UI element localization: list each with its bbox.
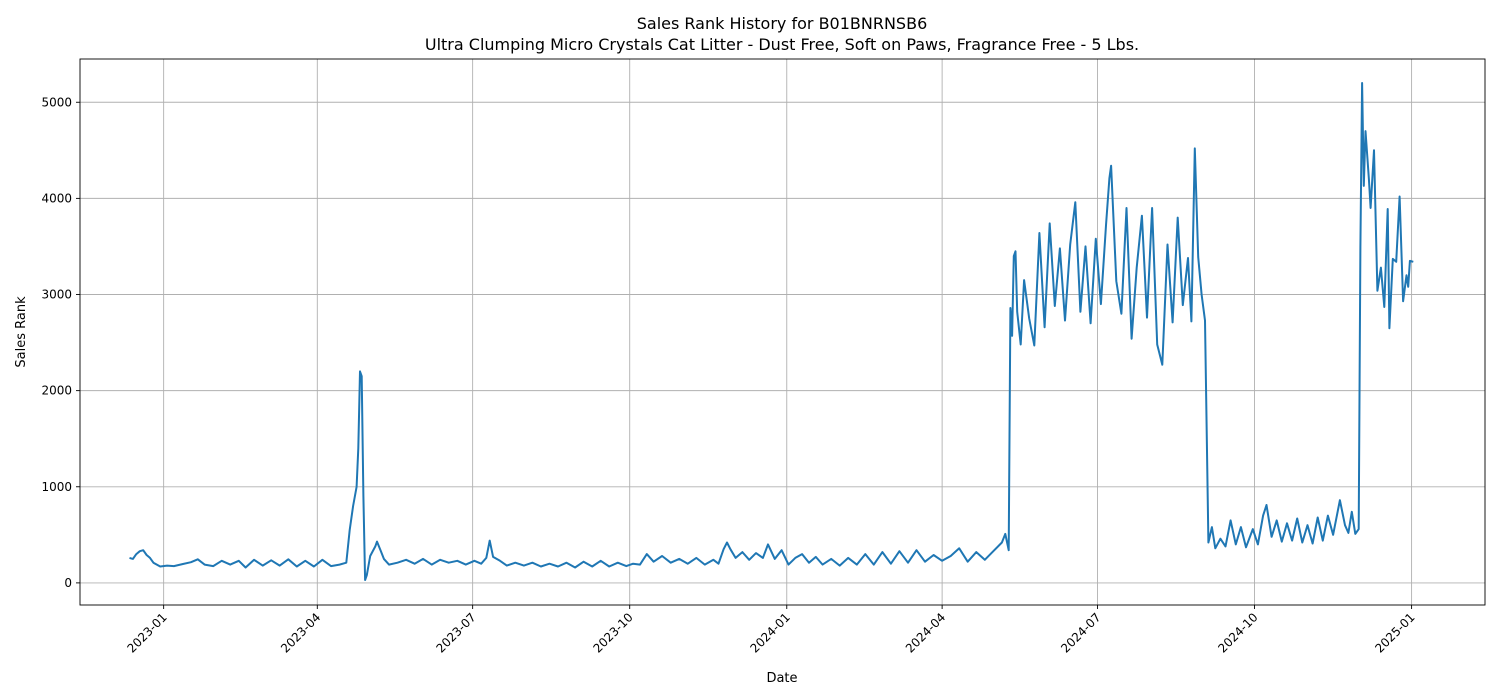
- x-tick-label: 2023-04: [278, 610, 323, 655]
- x-tick-label: 2023-01: [124, 610, 169, 655]
- plot-series: [129, 82, 1414, 581]
- x-axis-label: Date: [766, 671, 797, 686]
- y-tick-label: 4000: [41, 191, 72, 205]
- x-tick-label: 2023-10: [590, 610, 635, 655]
- axis-ticks: 2023-01 2023-04 2023-07 2023-10 2024-01 2024-…: [41, 95, 1417, 655]
- y-axis-label: Sales Rank: [14, 296, 29, 368]
- chart-subtitle: Ultra Clumping Micro Crystals Cat Litter…: [425, 35, 1139, 54]
- y-tick-label: 0: [64, 576, 72, 590]
- y-tick-label: 1000: [41, 480, 72, 494]
- chart-title: Sales Rank History for B01BNRNSB6: [637, 14, 928, 33]
- grid-lines: [80, 59, 1485, 605]
- y-tick-label: 5000: [41, 95, 72, 109]
- x-tick-label: 2024-10: [1215, 610, 1260, 655]
- plot-frame: [79, 58, 1486, 606]
- x-tick-label: 2024-07: [1058, 610, 1103, 655]
- x-tick-label: 2025-01: [1372, 610, 1417, 655]
- y-tick-label: 3000: [41, 288, 72, 302]
- y-tick-label: 2000: [41, 384, 72, 398]
- sales-rank-line: [129, 82, 1414, 581]
- x-tick-label: 2024-04: [903, 610, 948, 655]
- x-tick-label: 2023-07: [433, 610, 478, 655]
- x-tick-label: 2024-01: [748, 610, 793, 655]
